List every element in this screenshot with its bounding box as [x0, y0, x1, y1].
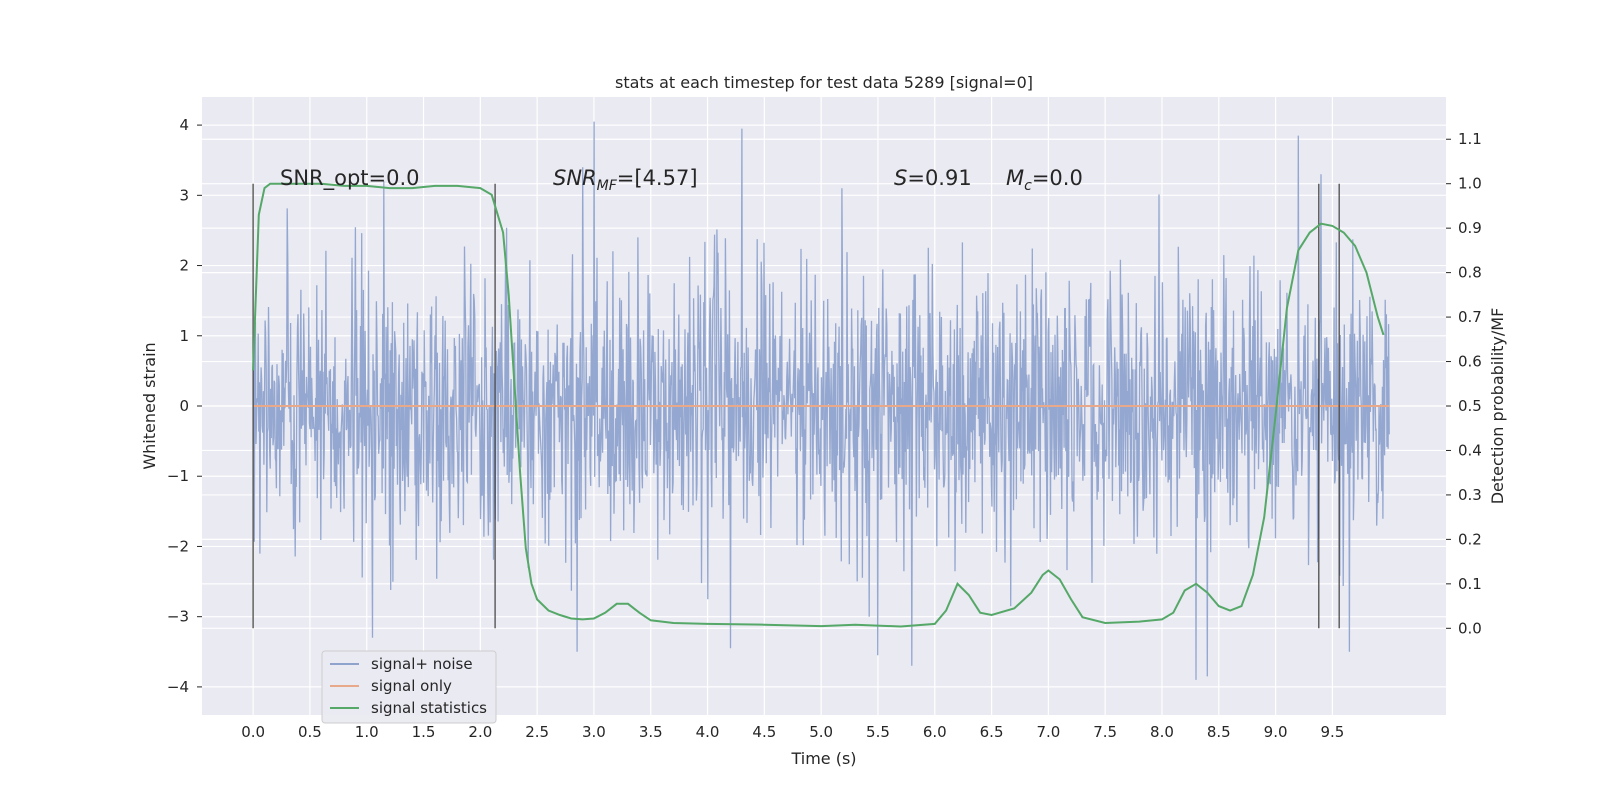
x-tick-label: 9.5 [1320, 723, 1344, 741]
x-tick-label: 1.0 [355, 723, 379, 741]
x-tick-label: 0.0 [241, 723, 265, 741]
y2-tick-label: 0.7 [1458, 308, 1482, 326]
signal-statistics-series [252, 182, 1385, 628]
y2-tick-label: 0.2 [1458, 530, 1482, 548]
annotation-snr-mf-symbol: SNR [553, 166, 597, 190]
legend-box [321, 650, 497, 724]
x-tick-label: 8.5 [1207, 723, 1231, 741]
legend-label-signal-statistics: signal statistics [371, 699, 487, 717]
annotation-snr-mf: SNRMF=[4.57] [553, 166, 698, 194]
annotation-mc-value: =0.0 [1032, 166, 1083, 190]
y-tick-label: −1 [167, 467, 189, 485]
annotation-s-symbol: S [894, 166, 907, 190]
y-tick-label: 0 [179, 397, 189, 415]
vertical-markers [252, 183, 1340, 629]
x-tick-label: 6.5 [980, 723, 1004, 741]
signal-noise-line [252, 121, 1390, 680]
x-tick-label: 6.0 [923, 723, 947, 741]
annotation-snr-mf-value: =[4.57] [617, 166, 698, 190]
y-tick-label: −3 [167, 608, 189, 626]
annotation-mc-subscript: c [1024, 178, 1032, 194]
x-tick-label: 8.0 [1150, 723, 1174, 741]
y-tick-labels: 4 3 2 1 0 −1 −2 −3 −4 [167, 116, 202, 696]
legend-label-signal-noise: signal+ noise [371, 655, 473, 673]
y2-axis-label: Detection probability/MF [1488, 308, 1507, 505]
annotation-s-value: =0.91 [907, 166, 971, 190]
y-tick-label: 4 [179, 116, 189, 134]
annotation-snr-opt: SNR_opt=0.0 [280, 166, 420, 191]
y2-tick-label: 0.3 [1458, 486, 1482, 504]
y-axis-label: Whitened strain [140, 342, 159, 469]
x-tick-label: 0.5 [298, 723, 322, 741]
x-tick-label: 5.5 [866, 723, 890, 741]
x-tick-label: 4.0 [696, 723, 720, 741]
legend: signal+ noise signal only signal statist… [321, 650, 497, 724]
y2-tick-labels: 1.1 1.0 0.9 0.8 0.7 0.6 0.5 0.4 0.3 0.2 0.1 0.0 [1446, 130, 1482, 637]
y2-tick-label: 0.5 [1458, 397, 1482, 415]
y2-tick-label: 0.9 [1458, 219, 1482, 237]
signal-statistics-line [252, 182, 1385, 628]
y2-tick-label: 0.6 [1458, 353, 1482, 371]
y2-tick-label: 1.1 [1458, 130, 1482, 148]
x-tick-labels: 0.0 0.5 1.0 1.5 2.0 2.5 3.0 3.5 4.0 4.5 5.0 5.5 6.0 6… [241, 723, 1344, 741]
x-tick-label: 5.0 [809, 723, 833, 741]
x-tick-label: 3.0 [582, 723, 606, 741]
x-tick-label: 4.5 [752, 723, 776, 741]
annotation-snr-mf-subscript: MF [597, 178, 618, 194]
y-tick-label: 1 [179, 327, 189, 345]
x-tick-label: 9.0 [1264, 723, 1288, 741]
y2-tick-label: 0.1 [1458, 575, 1482, 593]
y-tick-label: 2 [179, 257, 189, 275]
y2-tick-label: 0.8 [1458, 264, 1482, 282]
x-tick-label: 2.5 [525, 723, 549, 741]
x-axis-label: Time (s) [790, 749, 856, 768]
chart-title: stats at each timestep for test data 528… [615, 73, 1033, 92]
x-tick-label: 7.5 [1093, 723, 1117, 741]
x-tick-label: 3.5 [639, 723, 663, 741]
y-tick-label: 3 [179, 186, 189, 204]
annotation-s: S=0.91 [894, 166, 972, 190]
x-tick-label: 1.5 [412, 723, 436, 741]
annotation-mc-symbol: M [1006, 166, 1024, 190]
y2-tick-label: 0.4 [1458, 441, 1482, 459]
y-tick-label: −4 [167, 678, 189, 696]
noise-series [252, 121, 1390, 680]
x-tick-label: 2.0 [468, 723, 492, 741]
annotation-mc: Mc=0.0 [1006, 166, 1083, 194]
y-tick-label: −2 [167, 537, 189, 555]
y2-tick-label: 0.0 [1458, 619, 1482, 637]
legend-label-signal-only: signal only [371, 677, 452, 695]
x-tick-label: 7.0 [1036, 723, 1060, 741]
y2-tick-label: 1.0 [1458, 175, 1482, 193]
